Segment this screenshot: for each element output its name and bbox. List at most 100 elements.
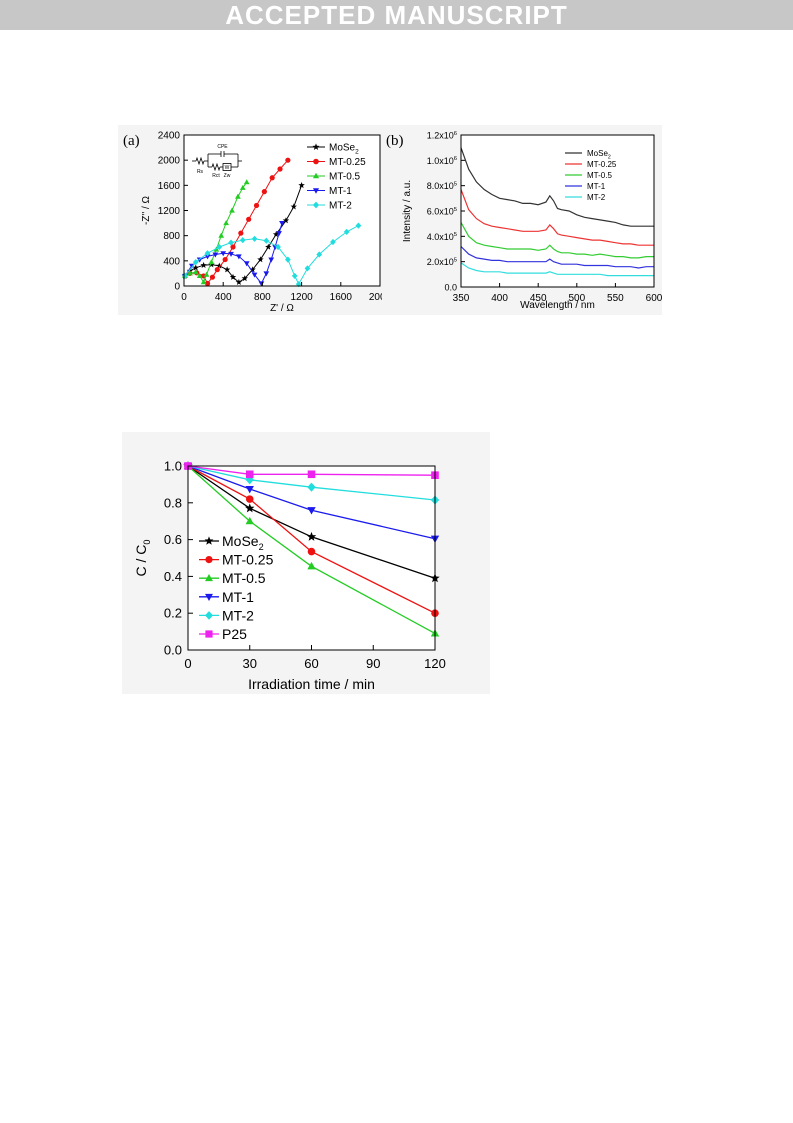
legend-marker [312, 201, 320, 209]
data-point [239, 184, 246, 190]
data-point [285, 256, 291, 263]
data-point [263, 237, 270, 244]
x-tick-label: 600 [646, 293, 662, 304]
data-point [192, 269, 199, 275]
impedance-chart: 0 400 800 1200 1600 2000 0 400 800 1200 1600 2000 24… [118, 125, 390, 315]
legend-label: MT-0.5 [587, 171, 612, 180]
cpe-label: CPE [217, 144, 228, 150]
data-point [235, 193, 241, 199]
data-point [223, 266, 231, 273]
y-tick-label-sub: 6 [454, 131, 457, 137]
legend-marker [204, 536, 214, 545]
resistor-rct [211, 162, 221, 172]
x-tick-label: 800 [254, 292, 271, 303]
series-line-1 [460, 189, 654, 246]
data-point [272, 231, 280, 238]
data-point [245, 470, 254, 479]
series-line-1 [187, 465, 436, 614]
y-tick-label-main: 2.0x10 [427, 257, 454, 267]
data-point [236, 254, 242, 260]
x-tick-label: 0 [184, 656, 191, 671]
series-line-2 [187, 465, 436, 634]
series-line-0 [187, 465, 436, 579]
y-tick-label-main: 1.2x10 [427, 131, 454, 141]
y-tick-label-sub: 6 [454, 156, 457, 162]
y-tick-label-sub: 5 [454, 182, 457, 188]
series-line-3 [184, 222, 283, 285]
x-axis-label: Irradiation time / min [248, 676, 375, 692]
data-point [214, 267, 220, 273]
data-point [241, 275, 248, 282]
banner-text: ACCEPTED MANUSCRIPT [225, 0, 568, 30]
data-point [209, 274, 216, 280]
panel-label: (a) [123, 133, 140, 149]
legend-label-sub: 2 [355, 149, 359, 156]
y-tick-label: 6.0x105 [427, 207, 457, 217]
y-tick-label-sub: 5 [454, 232, 457, 238]
y-tick-label: 0.6 [164, 532, 182, 547]
data-point [208, 259, 215, 265]
data-point [282, 217, 290, 224]
series-line-3 [460, 246, 654, 269]
degradation-chart: 0 30 60 90 120 0.0 0.2 0.4 0.6 0.8 1.0 Irradiation … [122, 432, 490, 694]
y-tick-label-main: 8.0x10 [427, 181, 454, 191]
data-point [251, 272, 258, 278]
data-point [203, 271, 210, 277]
y-tick-label: 1.2x106 [427, 131, 457, 141]
pl-spectra-chart: 350 400 450 500 550 6000.02.0x1054.0x1056.0x1… [382, 125, 662, 315]
x-tick-label: 2000 [369, 292, 390, 303]
data-point [222, 256, 228, 263]
y-axis-label: -Z'' / Ω [141, 195, 152, 225]
legend-marker [205, 556, 213, 564]
x-tick-label: 120 [424, 656, 446, 671]
data-point [229, 273, 237, 280]
y-tick-label-main: 0.0 [444, 283, 457, 293]
x-tick-label: 350 [453, 293, 470, 304]
data-point [268, 257, 275, 263]
legend-label-sub: 2 [259, 542, 264, 552]
legend-label: MT-2 [587, 193, 606, 202]
legend-label: MT-1 [587, 182, 606, 191]
series-line-4 [460, 262, 654, 277]
series-group [183, 461, 440, 637]
data-point [279, 221, 285, 227]
y-tick-label: 2400 [158, 131, 181, 142]
equivalent-circuit-inset: CPE W Rs Rct Zw [192, 144, 242, 179]
plot-area [188, 466, 435, 650]
legend-label: MT-0.25 [329, 157, 366, 168]
data-point [298, 181, 305, 189]
x-tick-label: 550 [607, 293, 624, 304]
legend-marker [205, 593, 213, 601]
x-axis-label: Z' / Ω [270, 303, 294, 314]
data-point [228, 251, 234, 257]
data-point [245, 485, 254, 494]
y-tick-label: 1200 [158, 206, 181, 217]
data-point [196, 257, 203, 263]
legend-label: P25 [222, 626, 247, 642]
data-point [235, 278, 243, 285]
y-tick-label: 0.4 [164, 569, 182, 584]
data-point [220, 251, 227, 257]
y-tick-label-sub: 5 [454, 207, 457, 213]
data-point [261, 189, 267, 195]
series-line-0 [460, 147, 654, 227]
series-group [181, 157, 362, 288]
data-point [200, 279, 207, 285]
y-axis-label: C / C0 [133, 540, 152, 577]
x-tick-label: 400 [215, 292, 232, 303]
series-group [460, 147, 654, 277]
legend-label: MT-0.25 [587, 160, 617, 169]
y-tick-label-sub: 5 [454, 258, 457, 264]
legend-marker [205, 630, 213, 638]
x-tick-label: 90 [366, 656, 380, 671]
data-point [253, 202, 260, 209]
data-point [275, 243, 281, 251]
rs-label: Rs [197, 169, 204, 175]
y-tick-label: 800 [163, 231, 180, 242]
y-axis-label: Intensity / a.u. [402, 180, 413, 242]
data-point [204, 280, 211, 287]
legend-label: MT-0.5 [329, 172, 361, 183]
x-tick-label: 400 [491, 293, 508, 304]
